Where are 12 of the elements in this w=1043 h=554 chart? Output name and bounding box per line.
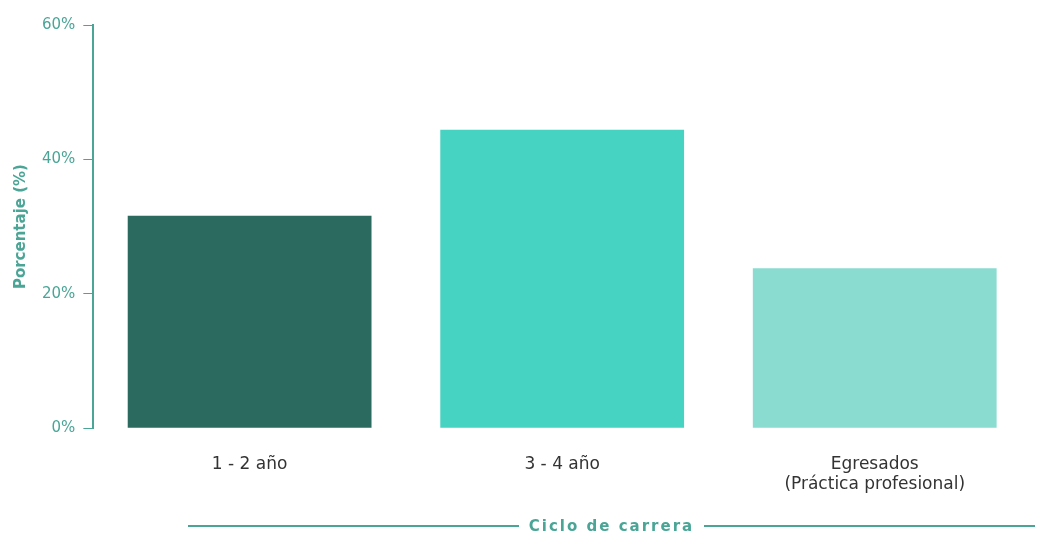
x-tick-label: Egresados (Práctica profesional) bbox=[784, 452, 966, 494]
bar bbox=[127, 215, 372, 428]
bar bbox=[752, 268, 997, 428]
bar bbox=[440, 129, 685, 428]
y-tick-label: 0% bbox=[51, 418, 76, 437]
y-tick-label: 40% bbox=[42, 149, 76, 168]
y-axis-title: Porcentaje (%) bbox=[10, 164, 29, 290]
y-tick-label: 60% bbox=[42, 14, 76, 33]
x-tick-label: 1 - 2 año bbox=[211, 452, 288, 473]
x-axis-title: Ciclo de carrera bbox=[527, 517, 696, 535]
x-tick-label: 3 - 4 año bbox=[524, 452, 600, 473]
y-tick-label: 20% bbox=[42, 283, 76, 302]
